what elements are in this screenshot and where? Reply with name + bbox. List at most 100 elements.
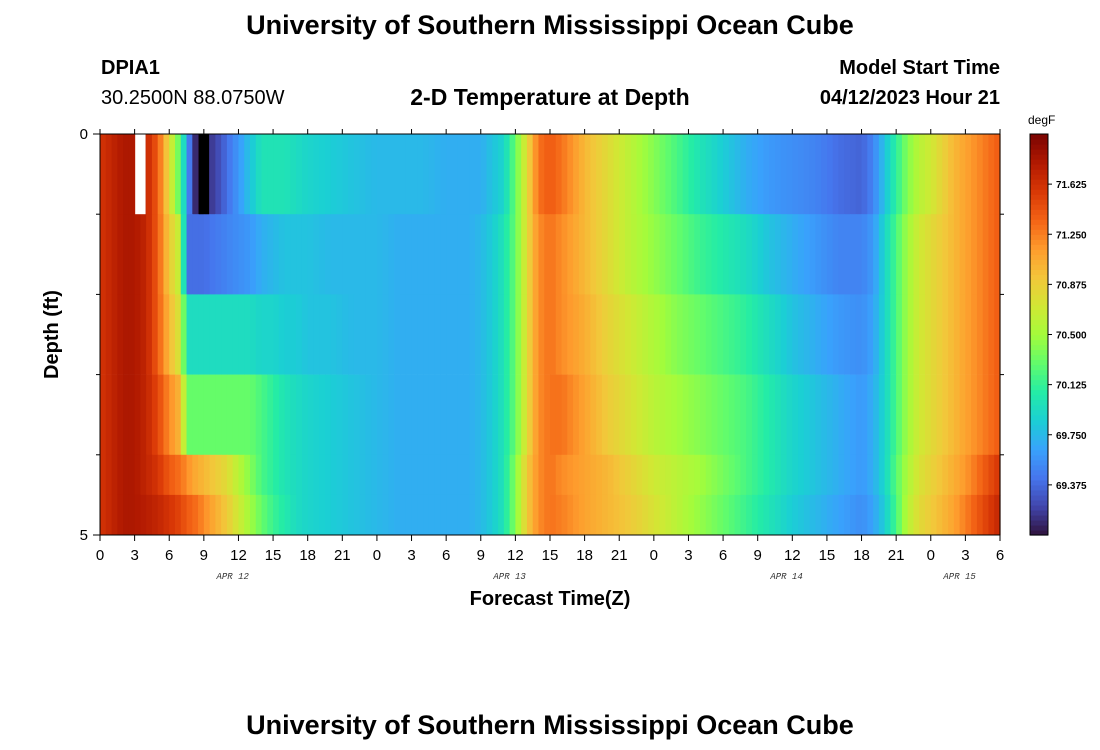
heatmap-cell: [630, 454, 638, 496]
heatmap-cell: [198, 294, 205, 375]
heatmap-cell: [440, 294, 447, 375]
colorbar-swatch: [1030, 429, 1048, 436]
heatmap-cell: [296, 454, 303, 496]
heatmap-cell: [832, 494, 840, 536]
heatmap-cell: [405, 294, 413, 375]
heatmap-cell: [140, 374, 147, 456]
heatmap-cell: [221, 454, 228, 496]
heatmap-cell: [400, 374, 407, 456]
heatmap-cell: [475, 454, 482, 496]
heatmap-cell: [601, 454, 609, 496]
heatmap-cell: [763, 294, 770, 375]
heatmap-cell: [659, 294, 666, 375]
heatmap-cell: [307, 294, 315, 375]
heatmap-cell: [734, 454, 741, 496]
colorbar-swatch: [1030, 214, 1048, 220]
heatmap-cell: [919, 374, 926, 456]
heatmap-cell: [486, 134, 493, 215]
heatmap-cell: [348, 134, 355, 215]
x-tick-label: 21: [334, 547, 351, 564]
heatmap-cell: [578, 214, 586, 295]
heatmap-cell: [157, 134, 165, 215]
heatmap-cell: [867, 214, 874, 295]
heatmap-cell: [561, 294, 568, 375]
date-label: APR 12: [215, 572, 249, 582]
heatmap-cell: [336, 294, 343, 375]
heatmap-cell: [913, 494, 920, 536]
heatmap-cell: [838, 134, 845, 215]
heatmap-cell: [498, 294, 505, 375]
heatmap-cell: [313, 294, 320, 375]
heatmap-cell: [838, 494, 845, 536]
heatmap-cell: [457, 454, 465, 496]
colorbar-swatch: [1030, 384, 1048, 391]
heatmap-cell: [665, 494, 672, 536]
colorbar-unit: degF: [1028, 113, 1055, 127]
heatmap-cell: [405, 454, 413, 496]
heatmap-cell: [405, 494, 413, 536]
heatmap-cell: [803, 294, 811, 375]
colorbar-swatch: [1030, 409, 1048, 416]
heatmap-cell: [930, 494, 938, 536]
heatmap-cell: [336, 214, 343, 295]
heatmap-cell: [405, 374, 413, 456]
heatmap-cell: [798, 134, 805, 215]
heatmap-cell: [971, 294, 978, 375]
colorbar-swatch: [1030, 154, 1048, 160]
heatmap-cell: [884, 294, 891, 375]
heatmap-cell: [325, 454, 332, 496]
heatmap-cell: [330, 214, 338, 295]
heatmap-cell: [544, 374, 551, 456]
heatmap-cell: [584, 294, 591, 375]
heatmap-cell: [723, 294, 730, 375]
heatmap-cell: [607, 134, 615, 215]
heatmap-cell: [284, 454, 291, 496]
heatmap-cell: [642, 214, 649, 295]
heatmap-cell: [942, 454, 949, 496]
heatmap-cell: [809, 374, 816, 456]
heatmap-cell: [434, 454, 441, 496]
heatmap-cell: [469, 214, 476, 295]
heatmap-cell: [411, 374, 418, 456]
heatmap-cell: [261, 214, 268, 295]
heatmap-cell: [532, 214, 540, 295]
heatmap-cell: [128, 294, 136, 375]
heatmap-cell: [128, 454, 136, 496]
heatmap-cell: [521, 214, 528, 295]
heatmap-cell: [798, 294, 805, 375]
heatmap-cell: [959, 374, 966, 456]
heatmap-cell: [244, 214, 251, 295]
heatmap-cell: [907, 494, 915, 536]
heatmap-cell: [717, 454, 724, 496]
heatmap-cell: [330, 294, 338, 375]
colorbar-swatch: [1030, 449, 1048, 456]
heatmap-cell: [717, 294, 724, 375]
heatmap-cell: [625, 454, 632, 496]
heatmap-cell: [665, 214, 672, 295]
heatmap-cell: [250, 454, 257, 496]
heatmap-cell: [550, 454, 557, 496]
heatmap-cell: [301, 214, 309, 295]
colorbar-swatch: [1030, 499, 1048, 506]
heatmap-cell: [601, 214, 609, 295]
heatmap-cell: [740, 214, 747, 295]
heatmap-cell: [919, 454, 926, 496]
heatmap-cell: [353, 294, 361, 375]
heatmap-cell: [221, 294, 228, 375]
heatmap-cell: [117, 214, 124, 295]
heatmap-cell: [671, 294, 678, 375]
heatmap-cell: [746, 454, 753, 496]
colorbar-label: 70.125: [1056, 381, 1087, 392]
heatmap-cell: [850, 494, 857, 536]
heatmap-cell: [163, 294, 170, 375]
heatmap-cell: [180, 134, 188, 215]
heatmap-cell: [140, 454, 147, 496]
heatmap-cell: [763, 454, 770, 496]
heatmap-cell: [688, 134, 695, 215]
heatmap-cell: [700, 454, 707, 496]
heatmap-cell: [988, 494, 995, 536]
heatmap-cell: [676, 374, 684, 456]
heatmap-cell: [740, 294, 747, 375]
heatmap-cell: [976, 294, 984, 375]
heatmap-cell: [953, 134, 961, 215]
